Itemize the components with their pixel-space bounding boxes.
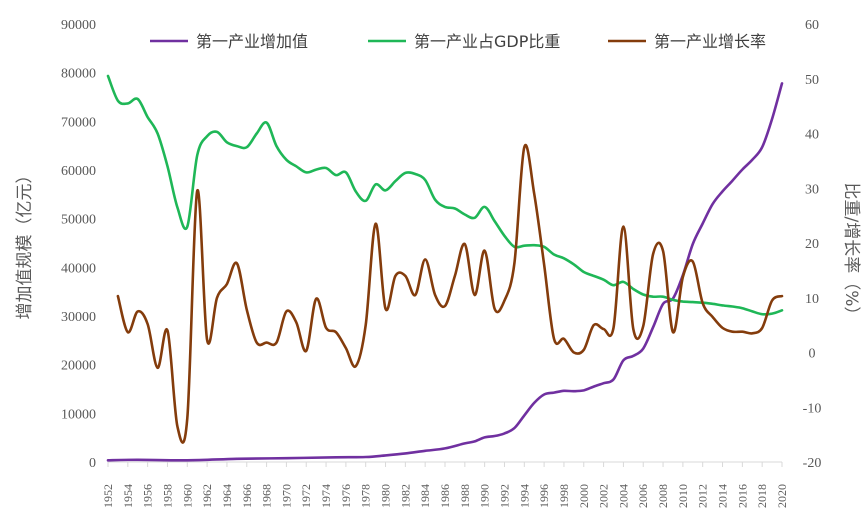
x-tick-label: 2008 bbox=[656, 484, 670, 508]
y-left-tick-label: 0 bbox=[89, 456, 96, 471]
y-right-tick-label: 30 bbox=[805, 182, 819, 197]
x-tick-label: 1956 bbox=[141, 484, 155, 508]
y-left-axis-title: 增加值规模（亿元） bbox=[15, 167, 35, 320]
x-tick-label: 1972 bbox=[299, 484, 313, 508]
y-right-tick-label: 0 bbox=[809, 347, 816, 362]
y-right-tick-label: 50 bbox=[805, 73, 819, 88]
x-tick-label: 1968 bbox=[260, 484, 274, 508]
series-line-value-added bbox=[106, 82, 784, 462]
series-line-growth-rate bbox=[116, 143, 784, 444]
y-right-tick-label: 40 bbox=[805, 128, 819, 143]
x-tick-label: 1986 bbox=[438, 484, 452, 508]
y-left-tick-label: 90000 bbox=[61, 18, 96, 33]
x-tick-label: 2000 bbox=[577, 484, 591, 508]
y-right-tick-label: 10 bbox=[805, 292, 819, 307]
y-left-tick-label: 50000 bbox=[61, 213, 96, 228]
y-left-tick-label: 60000 bbox=[61, 164, 96, 179]
x-tick-label: 1998 bbox=[557, 484, 571, 508]
x-tick-label: 1990 bbox=[478, 484, 492, 508]
x-tick-label: 1952 bbox=[101, 484, 115, 508]
legend-label: 第一产业增加值 bbox=[196, 32, 308, 51]
x-tick-label: 1962 bbox=[200, 484, 214, 508]
x-tick-label: 1994 bbox=[517, 484, 531, 508]
x-tick-label: 1988 bbox=[458, 484, 472, 508]
x-tick-label: 2020 bbox=[775, 484, 789, 508]
x-tick-label: 2002 bbox=[597, 484, 611, 508]
y-right-tick-label: -20 bbox=[803, 456, 822, 471]
y-left-tick-label: 70000 bbox=[61, 115, 96, 130]
y-right-tick-label: 20 bbox=[805, 237, 819, 252]
series-lines bbox=[106, 74, 784, 462]
legend-item-value-added: 第一产业增加值 bbox=[150, 32, 308, 51]
x-tick-label: 1960 bbox=[180, 484, 194, 508]
legend: 第一产业增加值 第一产业占GDP比重 第一产业增长率 bbox=[150, 32, 766, 51]
y-left-tick-label: 30000 bbox=[61, 310, 96, 325]
y-left-tick-label: 10000 bbox=[61, 407, 96, 422]
x-tick-label: 1966 bbox=[240, 484, 254, 508]
x-tick-label: 1980 bbox=[379, 484, 393, 508]
y-right-tick-label: -10 bbox=[803, 401, 822, 416]
x-tick-label: 2004 bbox=[616, 484, 630, 508]
legend-item-gdp-share: 第一产业占GDP比重 bbox=[368, 32, 560, 51]
x-tick-label: 1996 bbox=[537, 484, 551, 508]
series-line-gdp-share bbox=[106, 74, 784, 316]
y-right-axis-title: 比重/增长率（%） bbox=[841, 183, 861, 324]
x-tick-label: 1992 bbox=[497, 484, 511, 508]
x-tick-label: 2018 bbox=[755, 484, 769, 508]
x-tick-label: 1958 bbox=[160, 484, 174, 508]
x-tick-label: 1978 bbox=[359, 484, 373, 508]
x-tick-label: 2012 bbox=[696, 484, 710, 508]
axes: 0100002000030000400005000060000700008000… bbox=[15, 18, 861, 508]
x-tick-label: 1974 bbox=[319, 484, 333, 508]
x-tick-label: 1954 bbox=[121, 484, 135, 508]
x-tick-label: 2014 bbox=[716, 484, 730, 508]
x-tick-label: 1964 bbox=[220, 484, 234, 508]
legend-label: 第一产业增长率 bbox=[654, 32, 766, 51]
legend-label: 第一产业占GDP比重 bbox=[414, 32, 560, 51]
y-right-tick-label: 60 bbox=[805, 18, 819, 33]
x-tick-label: 2006 bbox=[636, 484, 650, 508]
x-tick-label: 1970 bbox=[279, 484, 293, 508]
legend-item-growth-rate: 第一产业增长率 bbox=[608, 32, 766, 51]
x-tick-label: 2016 bbox=[735, 484, 749, 508]
x-tick-label: 2010 bbox=[676, 484, 690, 508]
y-left-tick-label: 20000 bbox=[61, 359, 96, 374]
x-tick-label: 1982 bbox=[398, 484, 412, 508]
x-tick-label: 1976 bbox=[339, 484, 353, 508]
y-left-tick-label: 40000 bbox=[61, 261, 96, 276]
x-tick-label: 1984 bbox=[418, 484, 432, 508]
y-left-tick-label: 80000 bbox=[61, 67, 96, 82]
